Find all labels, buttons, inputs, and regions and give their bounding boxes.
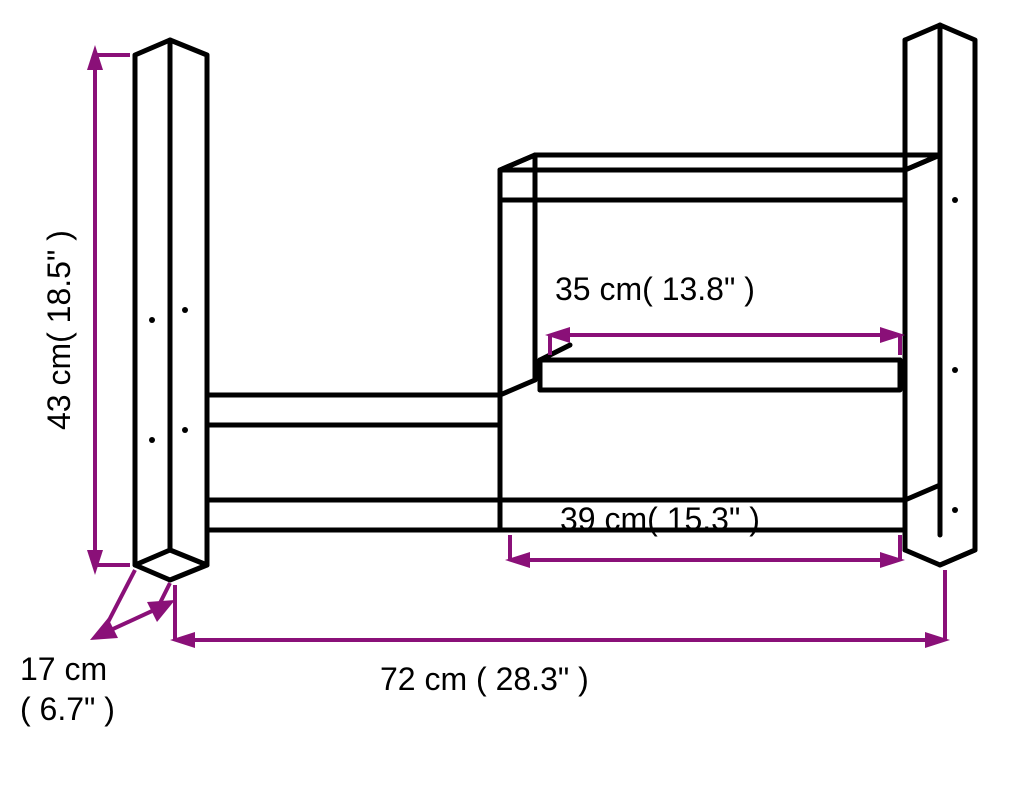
dim-depth (90, 570, 175, 640)
dim-width-total (170, 570, 950, 648)
dimension-labels: 43 cm( 18.5" ) 17 cm ( 6.7" ) 72 cm ( 28… (20, 230, 760, 727)
dimension-lines (87, 45, 950, 648)
dim-width-inner-bottom (505, 535, 905, 568)
label-depth-line2: ( 6.7" ) (20, 691, 115, 727)
dim-width-inner-top (545, 327, 905, 355)
label-width-inner-bottom: 39 cm( 15.3" ) (560, 501, 760, 537)
label-depth-line1: 17 cm (20, 651, 107, 687)
label-width-inner-top: 35 cm( 13.8" ) (555, 271, 755, 307)
label-height: 43 cm( 18.5" ) (41, 230, 77, 430)
dimension-diagram: 43 cm( 18.5" ) 17 cm ( 6.7" ) 72 cm ( 28… (0, 0, 1020, 795)
dim-height (87, 45, 130, 575)
label-width-total: 72 cm ( 28.3" ) (380, 661, 589, 697)
